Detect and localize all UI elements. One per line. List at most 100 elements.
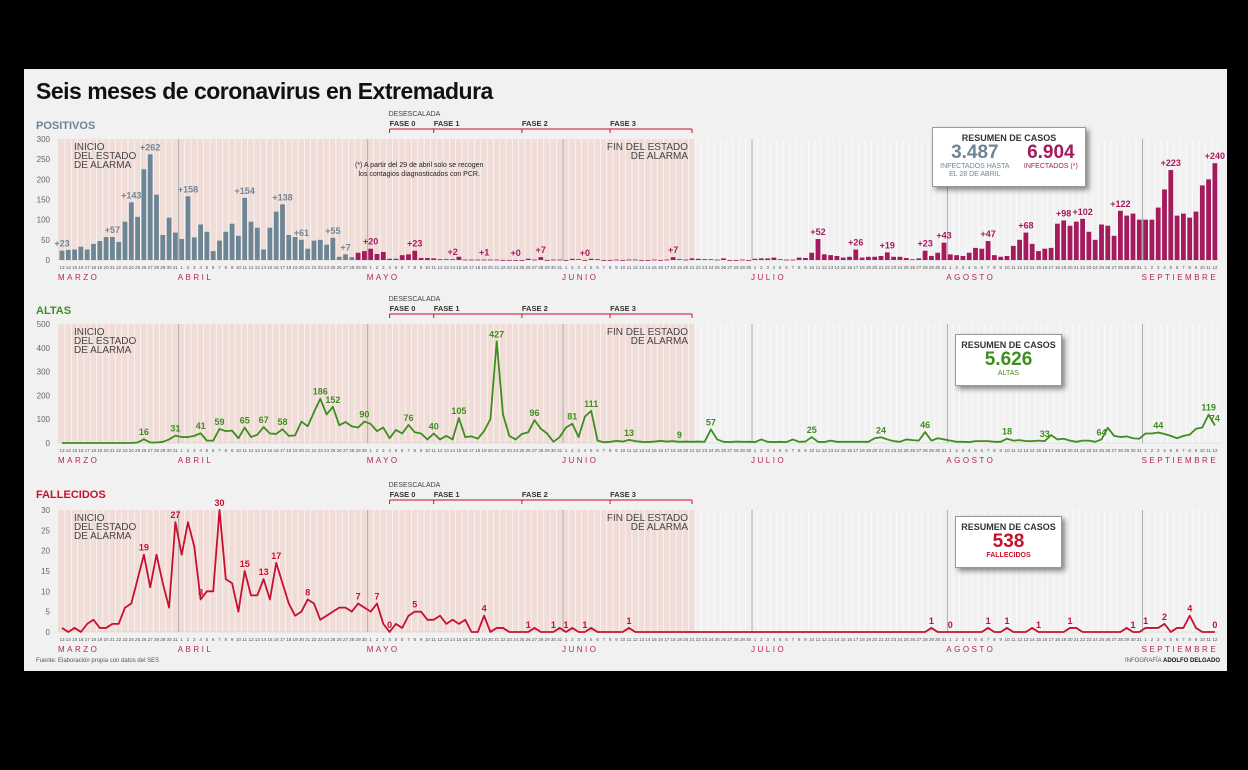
day-tick-label: 10 <box>1200 448 1206 453</box>
summary-label-pre-pcr-1: INFECTADOS HASTA <box>940 163 1010 170</box>
summary-label: FALLECIDOS <box>986 552 1031 559</box>
day-tick-label: 1 <box>180 637 183 642</box>
day-tick-label: 9 <box>231 637 234 642</box>
day-tick-label: 26 <box>526 265 532 270</box>
day-tick-label: 23 <box>1086 637 1092 642</box>
bar <box>910 259 915 260</box>
day-tick-label: 4 <box>388 448 391 453</box>
bar <box>922 250 928 260</box>
bar <box>355 252 361 260</box>
day-tick-label: 24 <box>513 265 519 270</box>
source-note: Fuente: Elaboración propia con datos del… <box>36 658 160 664</box>
day-tick-label: 8 <box>225 448 228 453</box>
day-tick-label: 8 <box>609 637 612 642</box>
day-tick-label: 16 <box>847 265 853 270</box>
bar <box>714 259 720 261</box>
summary-value: 538 <box>992 531 1025 552</box>
phase-label: FASE 2 <box>522 490 548 499</box>
data-label: 17 <box>271 551 281 561</box>
data-label: +7 <box>536 245 546 255</box>
day-tick-label: 5 <box>395 265 398 270</box>
bar <box>752 258 758 260</box>
data-label: 7 <box>356 592 361 602</box>
day-tick-label: 22 <box>696 265 702 270</box>
data-label: 13 <box>624 428 634 438</box>
bar <box>891 256 896 260</box>
day-tick-label: 29 <box>545 637 551 642</box>
bar <box>834 255 840 260</box>
bar <box>1130 213 1136 260</box>
day-tick-label: 9 <box>1195 448 1198 453</box>
page-title: Seis meses de coronavirus en Extremadura <box>36 78 493 104</box>
day-tick-label: 5 <box>974 265 977 270</box>
day-tick-label: 30 <box>551 448 557 453</box>
day-tick-label: 21 <box>110 448 116 453</box>
day-tick-label: 12 <box>1017 637 1023 642</box>
bar <box>847 256 852 260</box>
day-tick-label: 4 <box>968 637 971 642</box>
desescalada-label: DESESCALADA <box>389 482 441 489</box>
day-tick-label: 17 <box>469 637 475 642</box>
day-tick-label: 19 <box>293 265 299 270</box>
day-tick-label: 19 <box>677 448 683 453</box>
day-tick-label: 11 <box>627 448 632 453</box>
day-tick-label: 24 <box>897 265 903 270</box>
day-tick-label: 26 <box>721 637 727 642</box>
day-tick-label: 30 <box>935 265 941 270</box>
day-tick-label: 21 <box>1074 448 1080 453</box>
bar <box>349 257 355 260</box>
day-tick-label: 3 <box>1157 448 1160 453</box>
bar <box>1143 219 1148 260</box>
day-tick-label: 13 <box>828 265 834 270</box>
day-tick-label: 15 <box>267 637 273 642</box>
day-tick-label: 8 <box>225 637 228 642</box>
day-tick-label: 23 <box>702 265 708 270</box>
bar <box>853 249 859 260</box>
day-tick-label: 5 <box>1170 265 1173 270</box>
data-label: +138 <box>272 192 292 202</box>
day-tick-label: 3 <box>962 637 965 642</box>
day-tick-label: 2 <box>571 637 574 642</box>
bar <box>1105 225 1111 260</box>
day-tick-label: 15 <box>456 265 462 270</box>
data-label: 58 <box>277 417 287 427</box>
day-tick-label: 25 <box>330 265 336 270</box>
day-tick-label: 3 <box>193 637 196 642</box>
bar <box>651 259 657 261</box>
day-tick-label: 24 <box>897 448 903 453</box>
day-tick-label: 7 <box>987 265 990 270</box>
bar <box>469 259 474 261</box>
alarm-end-label: DE ALARMA <box>631 522 689 533</box>
day-tick-label: 29 <box>740 448 746 453</box>
data-label: 4 <box>1187 604 1192 614</box>
day-tick-label: 24 <box>513 637 519 642</box>
phase-label: FASE 0 <box>390 304 416 313</box>
day-tick-label: 1 <box>949 637 952 642</box>
bar <box>821 254 827 260</box>
day-tick-label: 18 <box>1055 265 1061 270</box>
day-tick-label: 3 <box>766 637 769 642</box>
day-tick-label: 31 <box>1137 265 1143 270</box>
day-tick-label: 13 <box>59 265 65 270</box>
bar <box>97 241 103 260</box>
day-tick-label: 6 <box>785 637 788 642</box>
day-tick-label: 1 <box>180 265 183 270</box>
bar <box>784 259 789 261</box>
month-label: ABRIL <box>178 456 214 465</box>
alarm-start-label: DEL ESTADO <box>74 522 136 533</box>
bar <box>689 258 695 260</box>
data-label: 1 <box>1036 620 1041 630</box>
day-tick-label: 28 <box>538 637 544 642</box>
day-tick-label: 12 <box>633 265 639 270</box>
day-tick-label: 12 <box>248 448 254 453</box>
phase-label: FASE 3 <box>610 304 636 313</box>
day-tick-label: 7 <box>987 448 990 453</box>
day-tick-label: 8 <box>414 265 417 270</box>
day-tick-label: 7 <box>218 637 221 642</box>
bar <box>859 257 865 260</box>
bar <box>765 258 770 260</box>
day-tick-label: 8 <box>993 265 996 270</box>
bar <box>815 239 821 260</box>
data-label: 13 <box>259 567 269 577</box>
day-tick-label: 26 <box>1105 637 1111 642</box>
